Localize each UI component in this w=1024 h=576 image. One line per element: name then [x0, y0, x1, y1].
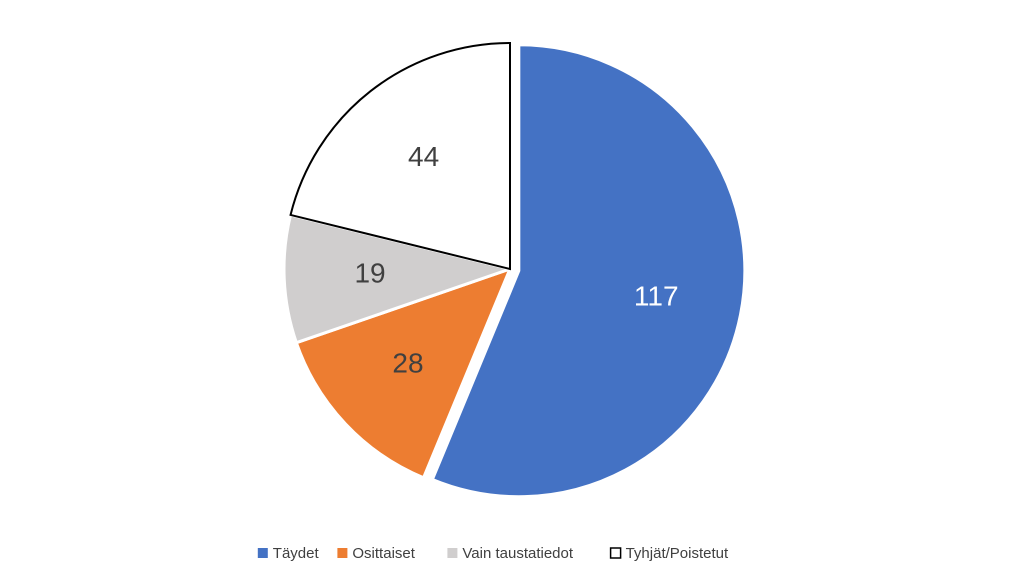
legend-label: Tyhjät/Poistetut: [626, 545, 729, 562]
pie-slice: [289, 41, 511, 271]
legend-swatch: [609, 547, 622, 559]
legend-swatch: [257, 548, 268, 558]
legend-label: Vain taustatiedot: [462, 545, 573, 562]
data-label: 117: [634, 280, 679, 311]
legend-swatch: [447, 548, 458, 558]
pie-slice: [430, 43, 747, 499]
legend-label: Täydet: [273, 545, 320, 562]
data-label: 28: [392, 347, 423, 378]
data-label: 19: [354, 258, 385, 289]
pie-slice: [294, 266, 513, 480]
legend-swatch: [337, 548, 348, 558]
data-label: 44: [408, 141, 439, 172]
legend-label: Osittaiset: [352, 545, 415, 562]
pie-slice: [282, 213, 516, 345]
